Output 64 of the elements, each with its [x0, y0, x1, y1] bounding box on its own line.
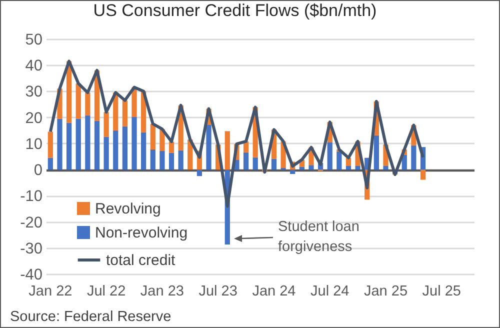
y-tick-label: 0 [34, 162, 43, 180]
bar [346, 166, 352, 170]
bar [150, 149, 156, 170]
y-tick-label: -30 [20, 240, 43, 258]
bar [141, 132, 146, 170]
bar [104, 136, 109, 170]
bar [411, 145, 416, 170]
chart-title: US Consumer Credit Flows ($bn/mth) [93, 1, 377, 20]
y-tick-label: 10 [25, 136, 43, 153]
bar [196, 170, 202, 176]
x-tick-label: Jul 23 [198, 284, 238, 300]
y-tick-label: -10 [20, 188, 43, 206]
bar [57, 118, 62, 170]
bar [85, 92, 90, 116]
bar [383, 166, 388, 170]
bar [104, 112, 109, 137]
bar [132, 116, 137, 170]
x-tick-label: Jul 22 [86, 284, 126, 300]
bar [76, 118, 81, 170]
x-tick-label: Jan 24 [252, 284, 296, 300]
x-tick-label: Jul 24 [310, 284, 350, 300]
bar [327, 142, 332, 170]
y-tick-label: 20 [25, 110, 43, 127]
y-tick-label: 30 [25, 84, 43, 101]
bar [374, 135, 379, 170]
x-tick-label: Jul 25 [422, 284, 461, 300]
bar [308, 165, 314, 170]
bar [290, 170, 296, 174]
bar [224, 131, 230, 170]
bar [160, 151, 165, 170]
y-tick-label: -20 [20, 214, 43, 232]
bar [420, 170, 426, 180]
bar [178, 150, 184, 170]
y-tick-label: 40 [25, 58, 43, 75]
bar [48, 158, 53, 170]
bar [271, 158, 277, 170]
legend-label: total credit [106, 252, 176, 269]
bar [48, 132, 53, 158]
bar [122, 126, 128, 170]
x-tick-label: Jan 25 [364, 284, 408, 300]
bar [122, 100, 128, 126]
x-tick-label: Jan 23 [140, 284, 184, 300]
bar [299, 166, 304, 170]
bar [355, 166, 360, 170]
y-tick-label: 50 [25, 32, 43, 48]
legend-label: Revolving [95, 200, 161, 218]
bar [206, 124, 212, 170]
bar [252, 157, 258, 170]
bar [113, 130, 118, 170]
bar [85, 115, 90, 170]
bar [243, 152, 249, 170]
bar [168, 142, 174, 153]
bar [94, 120, 100, 170]
bar [336, 151, 342, 170]
bar [76, 83, 81, 119]
y-tick-label: -40 [20, 266, 43, 284]
bar [402, 154, 407, 170]
bar [150, 124, 156, 150]
bar [168, 152, 174, 170]
source-note: Source: Federal Reserve [10, 308, 172, 327]
x-tick-label: Jan 22 [28, 284, 72, 300]
legend-label: Non-revolving [95, 224, 188, 242]
annotation: Student loan forgiveness [278, 218, 360, 257]
bar [66, 122, 72, 170]
